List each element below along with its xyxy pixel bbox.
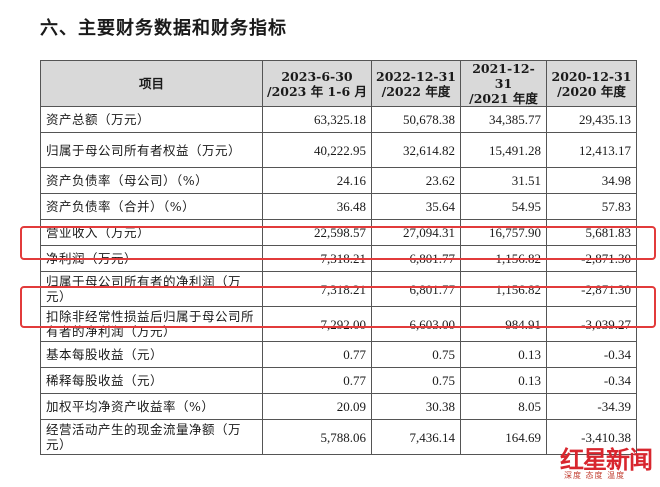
cell-value: 54.95 bbox=[460, 193, 547, 220]
cell-value: 34,385.77 bbox=[460, 106, 547, 133]
cell-value: 0.75 bbox=[371, 341, 461, 368]
financial-table: 项目 2023-6-30/2023 年 1-6 月 2022-12-31/202… bbox=[40, 60, 637, 455]
cell-value: 12,413.17 bbox=[546, 132, 637, 168]
table-row: 资产总额（万元） 63,325.18 50,678.38 34,385.77 2… bbox=[40, 106, 637, 133]
cell-value: 40,222.95 bbox=[262, 132, 372, 168]
header-period: /2020 年度 bbox=[557, 83, 626, 99]
column-header-2020: 2020-12-31/2020 年度 bbox=[546, 60, 637, 107]
section-heading: 六、主要财务数据和财务指标 bbox=[40, 18, 287, 39]
cell-value: 7,318.21 bbox=[262, 245, 372, 272]
cell-value: 6,801.77 bbox=[371, 245, 461, 272]
table-row: 稀释每股收益（元） 0.77 0.75 0.13 -0.34 bbox=[40, 367, 637, 394]
cell-value: 31.51 bbox=[460, 167, 547, 194]
cell-value: 164.69 bbox=[460, 419, 547, 455]
cell-value: 20.09 bbox=[262, 393, 372, 420]
cell-value: 0.13 bbox=[460, 367, 547, 394]
cell-value: 15,491.28 bbox=[460, 132, 547, 168]
cell-value: 0.77 bbox=[262, 341, 372, 368]
watermark-logo-text: 红星新闻 bbox=[560, 446, 653, 474]
cell-value: 5,681.83 bbox=[546, 219, 637, 246]
cell-value: 0.75 bbox=[371, 367, 461, 394]
cell-value: 27,094.31 bbox=[371, 219, 461, 246]
row-label: 扣除非经常性损益后归属于母公司所有者的净利润（万元） bbox=[40, 306, 263, 342]
row-label: 归属于母公司所有者权益（万元） bbox=[40, 132, 263, 168]
header-date: 2021-12-31 bbox=[472, 61, 535, 91]
cell-value: -0.34 bbox=[546, 341, 637, 368]
cell-value: 0.77 bbox=[262, 367, 372, 394]
table-row: 基本每股收益（元） 0.77 0.75 0.13 -0.34 bbox=[40, 341, 637, 368]
table-row: 资产负债率（母公司）（%） 24.16 23.62 31.51 34.98 bbox=[40, 167, 637, 194]
cell-value: 8.05 bbox=[460, 393, 547, 420]
cell-value: 22,598.57 bbox=[262, 219, 372, 246]
cell-value: 6,603.00 bbox=[371, 306, 461, 342]
cell-value: 7,292.00 bbox=[262, 306, 372, 342]
header-date: 2020-12-31 bbox=[551, 68, 632, 84]
cell-value: 30.38 bbox=[371, 393, 461, 420]
column-header-2022: 2022-12-31/2022 年度 bbox=[371, 60, 461, 107]
cell-value: 32,614.82 bbox=[371, 132, 461, 168]
header-date: 2023-6-30 bbox=[281, 68, 353, 84]
table-row-revenue: 营业收入（万元） 22,598.57 27,094.31 16,757.90 5… bbox=[40, 219, 637, 246]
header-period: /2023 年 1-6 月 bbox=[267, 83, 367, 99]
watermark-logo: 红星新闻 深度 态度 温度 bbox=[560, 440, 656, 484]
cell-value: 36.48 bbox=[262, 193, 372, 220]
column-header-item: 项目 bbox=[40, 60, 263, 107]
table-header-row: 项目 2023-6-30/2023 年 1-6 月 2022-12-31/202… bbox=[40, 60, 637, 107]
column-header-2023h1: 2023-6-30/2023 年 1-6 月 bbox=[262, 60, 372, 107]
cell-value: 1,156.82 bbox=[460, 271, 547, 307]
row-label: 稀释每股收益（元） bbox=[40, 367, 263, 394]
cell-value: 5,788.06 bbox=[262, 419, 372, 455]
row-label: 资产负债率（母公司）（%） bbox=[40, 167, 263, 194]
column-header-2021: 2021-12-31/2021 年度 bbox=[460, 60, 547, 107]
table-row-parent-net-profit: 归属于母公司所有者的净利润（万元） 7,318.21 6,801.77 1,15… bbox=[40, 271, 637, 307]
cell-value: 34.98 bbox=[546, 167, 637, 194]
row-label: 资产总额（万元） bbox=[40, 106, 263, 133]
cell-value: 0.13 bbox=[460, 341, 547, 368]
cell-value: -3,039.27 bbox=[546, 306, 637, 342]
row-label: 基本每股收益（元） bbox=[40, 341, 263, 368]
cell-value: 6,801.77 bbox=[371, 271, 461, 307]
cell-value: 23.62 bbox=[371, 167, 461, 194]
cell-value: 50,678.38 bbox=[371, 106, 461, 133]
cell-value: 1,156.82 bbox=[460, 245, 547, 272]
cell-value: -34.39 bbox=[546, 393, 637, 420]
row-label: 净利润（万元） bbox=[40, 245, 263, 272]
cell-value: 24.16 bbox=[262, 167, 372, 194]
cell-value: -3,410.38 bbox=[546, 419, 637, 455]
table-row: 净利润（万元） 7,318.21 6,801.77 1,156.82 -2,87… bbox=[40, 245, 637, 272]
table-row: 扣除非经常性损益后归属于母公司所有者的净利润（万元） 7,292.00 6,60… bbox=[40, 306, 637, 342]
header-period: /2022 年度 bbox=[381, 83, 451, 99]
cell-value: 57.83 bbox=[546, 193, 637, 220]
table-row: 加权平均净资产收益率（%） 20.09 30.38 8.05 -34.39 bbox=[40, 393, 637, 420]
cell-value: -2,871.30 bbox=[546, 271, 637, 307]
header-period: /2021 年度 bbox=[469, 91, 538, 106]
row-label: 资产负债率（合并）（%） bbox=[40, 193, 263, 220]
row-label: 经营活动产生的现金流量净额（万元） bbox=[40, 419, 263, 455]
cell-value: 7,318.21 bbox=[262, 271, 372, 307]
row-label: 营业收入（万元） bbox=[40, 219, 263, 246]
cell-value: -2,871.30 bbox=[546, 245, 637, 272]
cell-value: 35.64 bbox=[371, 193, 461, 220]
table-row: 经营活动产生的现金流量净额（万元） 5,788.06 7,436.14 164.… bbox=[40, 419, 637, 455]
cell-value: 29,435.13 bbox=[546, 106, 637, 133]
cell-value: 984.91 bbox=[460, 306, 547, 342]
header-date: 2022-12-31 bbox=[376, 68, 456, 84]
row-label: 加权平均净资产收益率（%） bbox=[40, 393, 263, 420]
row-label: 归属于母公司所有者的净利润（万元） bbox=[40, 271, 263, 307]
table-row: 归属于母公司所有者权益（万元） 40,222.95 32,614.82 15,4… bbox=[40, 132, 637, 168]
cell-value: 63,325.18 bbox=[262, 106, 372, 133]
cell-value: -0.34 bbox=[546, 367, 637, 394]
watermark-slogan: 深度 态度 温度 bbox=[564, 471, 626, 480]
cell-value: 16,757.90 bbox=[460, 219, 547, 246]
cell-value: 7,436.14 bbox=[371, 419, 461, 455]
table-row: 资产负债率（合并）（%） 36.48 35.64 54.95 57.83 bbox=[40, 193, 637, 220]
